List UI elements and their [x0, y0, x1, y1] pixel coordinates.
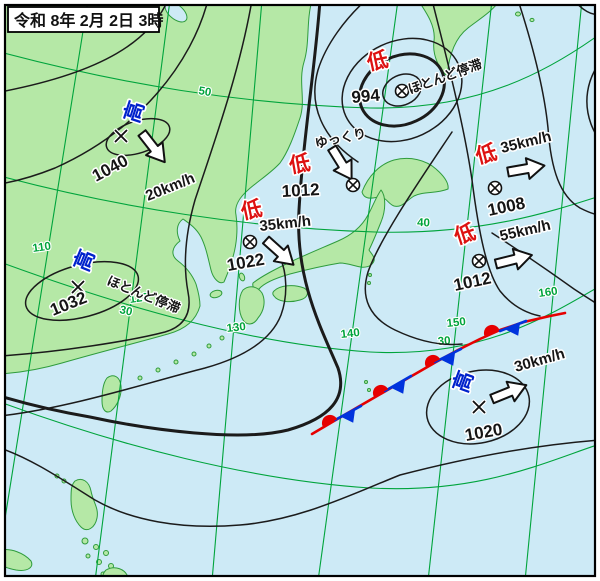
low-center-icon — [487, 180, 503, 196]
islands-philippines — [54, 473, 128, 575]
isobar-main-thick — [6, 6, 343, 437]
meridian-110 — [6, 6, 88, 516]
low-center-icon — [345, 177, 361, 193]
island-jeju — [209, 289, 223, 299]
meridian-150 — [428, 6, 492, 575]
chart-title: 令和 8年 2月 2日 3時 — [13, 11, 163, 30]
parallel-20 — [6, 403, 594, 490]
label-lon-140: 140 — [340, 327, 360, 341]
isobar-rings-994 — [341, 37, 463, 143]
pressure-system-low-1008: 低 35km/h 1008 — [470, 126, 554, 221]
label-lat-40: 40 — [417, 217, 430, 229]
land-kyushu — [238, 286, 265, 325]
meridian-160 — [525, 6, 582, 575]
islands-izu-ogasawara — [364, 273, 372, 392]
lake-khanka — [164, 6, 188, 23]
land-sakhalin — [421, 6, 496, 77]
label-lon-150: 150 — [446, 316, 466, 330]
pressure-system-high-1020: 高 30km/h 1020 — [447, 344, 568, 447]
parallel-40 — [6, 176, 594, 233]
label-lat-50: 50 — [197, 85, 212, 99]
pressure-value: 1012 — [281, 180, 320, 201]
title-box: 令和 8年 2月 2日 3時 — [7, 6, 163, 33]
isobar-cell-1032 — [24, 260, 140, 322]
land-shikoku — [272, 285, 308, 303]
isobar-cell-1020 — [425, 369, 531, 445]
island-tsushima — [238, 272, 246, 282]
isobars — [6, 6, 594, 528]
low-center-icon — [471, 253, 487, 269]
label-lat-30-east: 30 — [437, 335, 451, 348]
label-lon-120: 120 — [129, 291, 150, 306]
meridian-120 — [95, 6, 170, 575]
island-kuril-2 — [529, 17, 535, 23]
parallel-30 — [6, 263, 594, 354]
low-symbol: 低 — [286, 150, 312, 177]
pressure-value: 994 — [351, 86, 381, 107]
label-lon-160: 160 — [538, 285, 559, 300]
island-kuril-1 — [515, 11, 521, 17]
meridian-130 — [211, 6, 263, 575]
map-frame — [3, 3, 597, 578]
label-lon-130: 130 — [226, 321, 246, 335]
low-center-icon — [242, 234, 258, 250]
label-lat-30-west: 30 — [118, 304, 133, 318]
land-corner-southwest — [6, 549, 33, 571]
isobar-cell-1040 — [105, 117, 171, 157]
label-lon-110: 110 — [32, 241, 52, 255]
stationary-front — [310, 311, 567, 436]
land-honshu — [252, 189, 386, 291]
